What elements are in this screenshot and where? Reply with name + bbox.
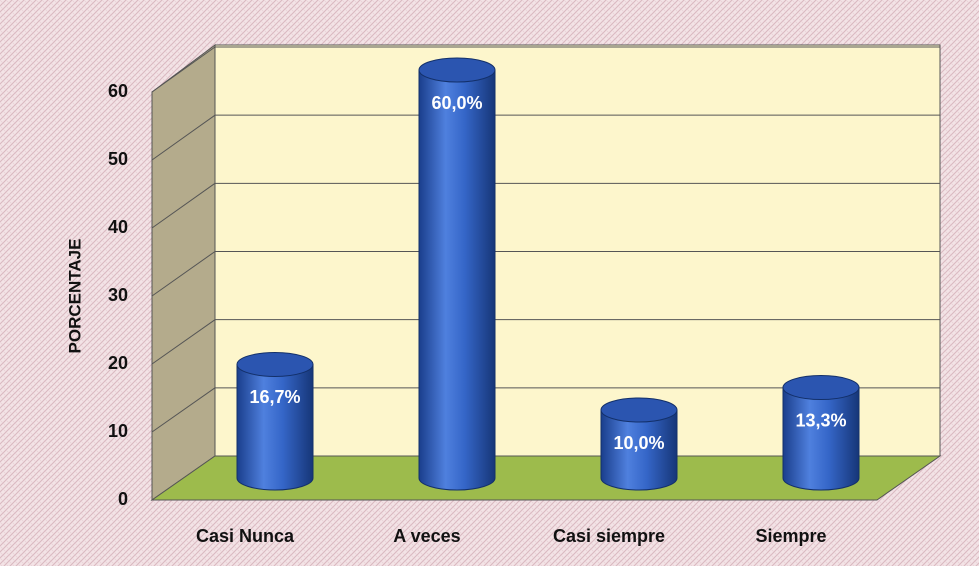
data-label: 13,3% <box>795 410 846 430</box>
y-tick-label: 10 <box>108 421 128 441</box>
y-tick-label: 40 <box>108 217 128 237</box>
x-tick-label: Casi Nunca <box>196 526 295 546</box>
y-tick-label: 50 <box>108 149 128 169</box>
grid-line <box>151 182 216 229</box>
data-label: 16,7% <box>249 387 300 407</box>
bar-top <box>418 57 496 83</box>
x-tick-label: A veces <box>393 526 460 546</box>
bar-top <box>236 351 314 377</box>
grid-line <box>151 114 216 161</box>
y-axis-title: PORCENTAJE <box>65 239 84 354</box>
grid-line <box>151 251 216 297</box>
x-tick-label: Casi siempre <box>553 526 665 546</box>
x-tick-label: Siempre <box>755 526 826 546</box>
y-tick-label: 30 <box>108 285 128 305</box>
bar <box>600 409 678 491</box>
y-tick-label: 0 <box>118 489 128 509</box>
bar-top <box>600 397 678 423</box>
floor <box>150 455 942 501</box>
bar <box>236 363 314 491</box>
side-wall <box>151 44 216 501</box>
y-tick-label: 20 <box>108 353 128 373</box>
data-label: 10,0% <box>613 433 664 453</box>
grid-line <box>151 46 216 93</box>
grid-line <box>151 387 216 433</box>
bar <box>418 69 496 491</box>
bar <box>782 387 860 491</box>
data-label: 60,0% <box>431 93 482 113</box>
bar-top <box>782 375 860 401</box>
grid-line <box>151 319 216 365</box>
y-tick-label: 60 <box>108 81 128 101</box>
